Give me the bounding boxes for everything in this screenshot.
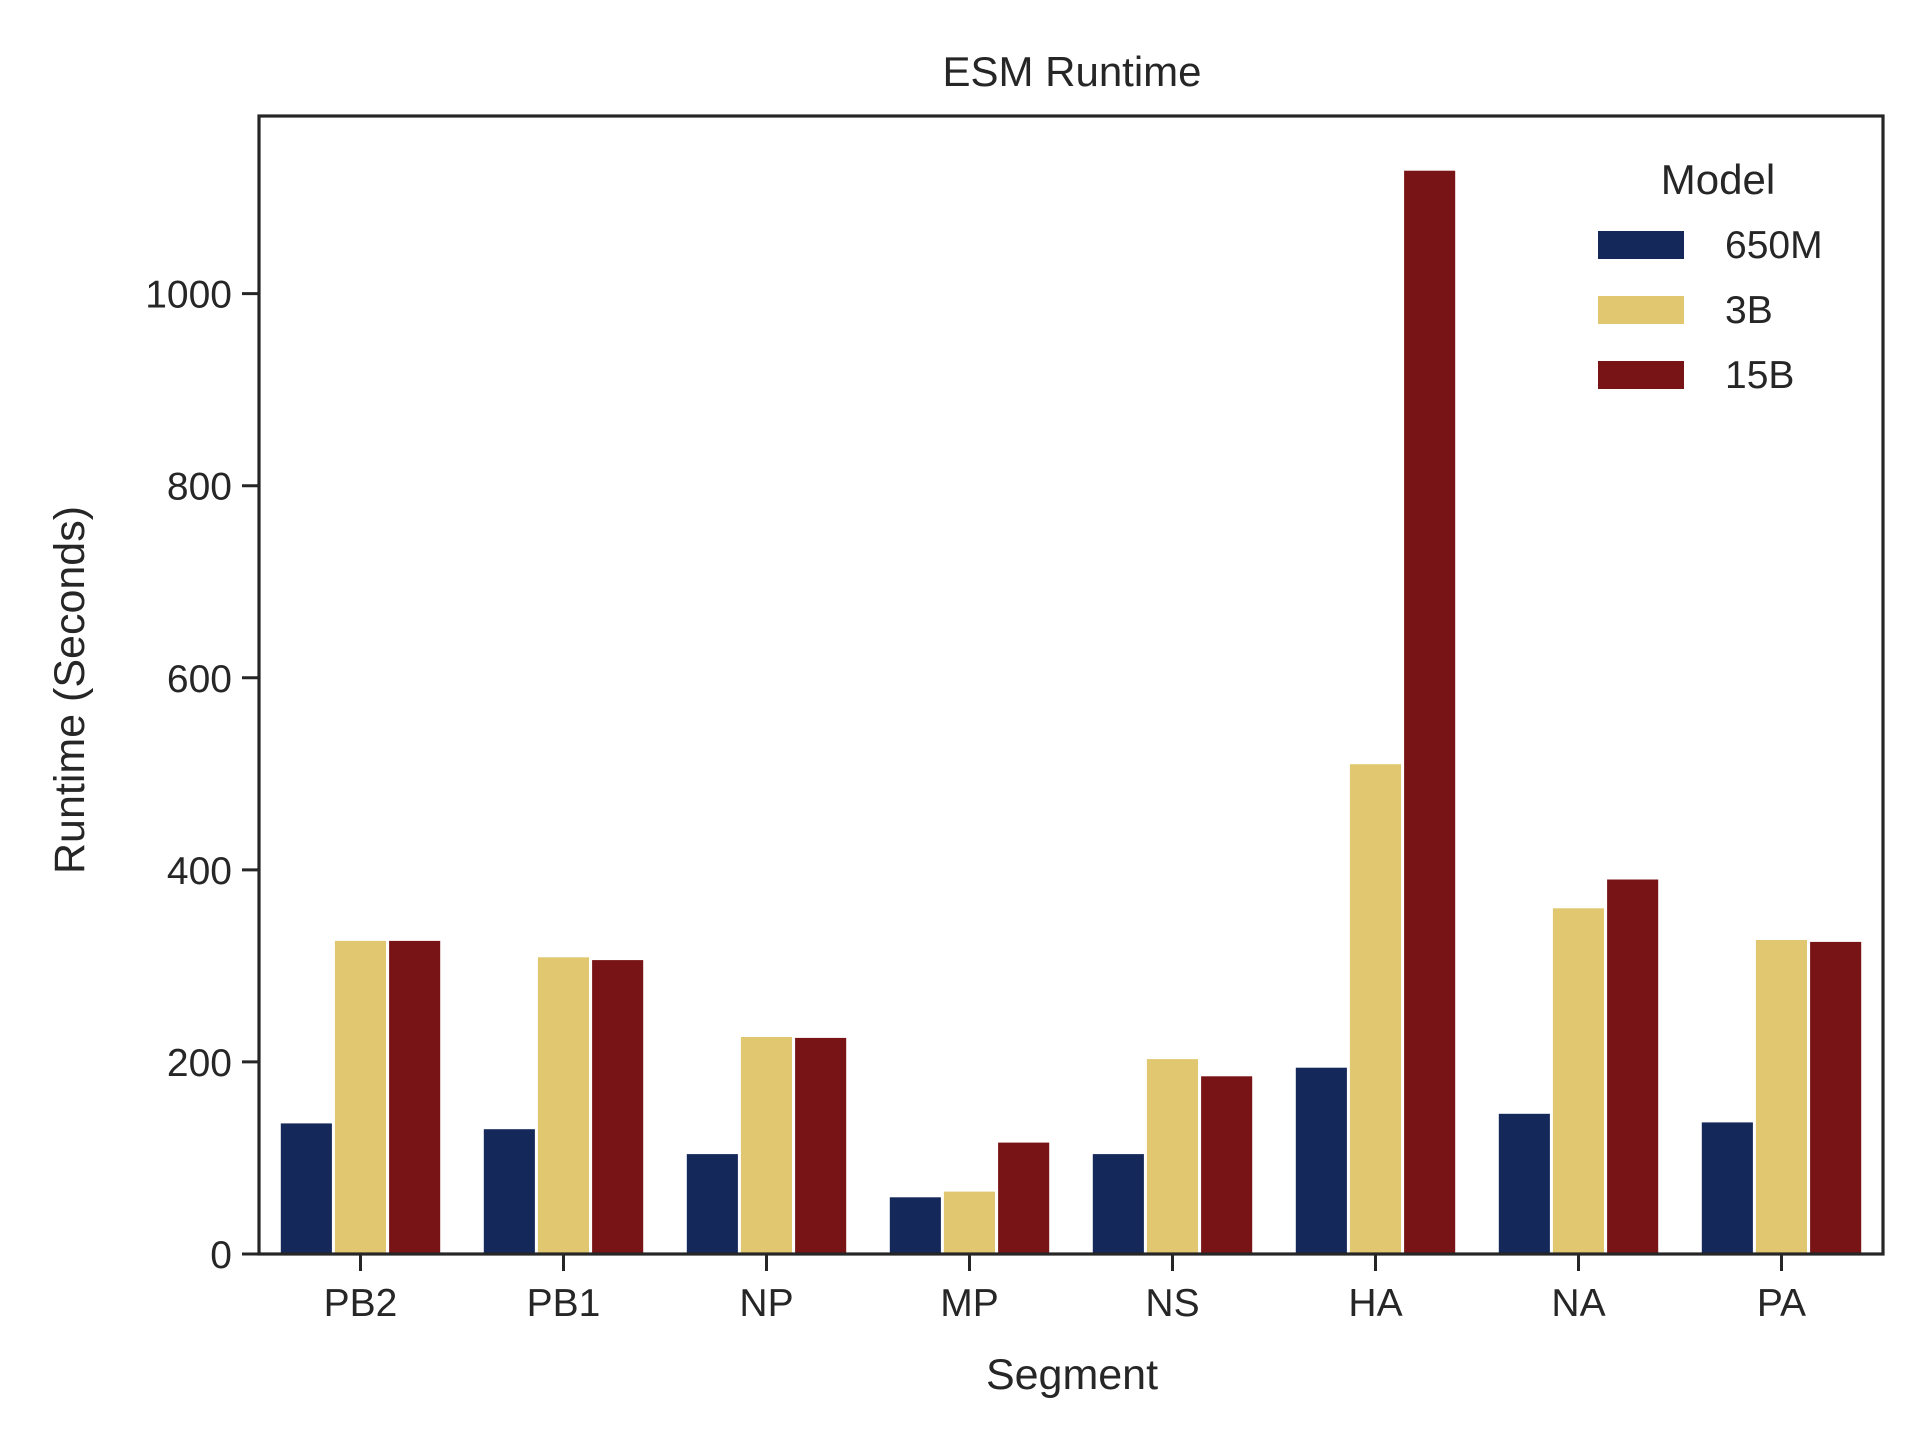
legend-swatch-3B: [1598, 296, 1684, 324]
legend-label-3B: 3B: [1725, 289, 1773, 332]
axes-frame: [257, 114, 1885, 1256]
bar-3B-PB2: [334, 940, 386, 1254]
bar-650M-PA: [1701, 1122, 1753, 1254]
bar-15B-NP: [795, 1037, 847, 1254]
x-tick-label: HA: [1348, 1282, 1402, 1325]
legend-swatch-650M: [1598, 231, 1684, 259]
legend-label-15B: 15B: [1725, 354, 1794, 397]
bar-15B-PA: [1810, 941, 1862, 1254]
bar-3B-HA: [1349, 764, 1401, 1254]
bar-650M-NA: [1498, 1113, 1550, 1254]
x-tick-label: MP: [940, 1282, 999, 1325]
bar-3B-PB1: [537, 957, 589, 1254]
legend-title: Model: [1661, 156, 1775, 203]
bar-15B-NS: [1201, 1076, 1253, 1254]
chart-title: ESM Runtime: [942, 48, 1201, 95]
bar-15B-HA: [1404, 170, 1456, 1255]
x-tick-label: NS: [1145, 1282, 1199, 1325]
bar-650M-MP: [889, 1197, 941, 1254]
bar-15B-PB2: [389, 940, 441, 1254]
x-tick-label: PB2: [324, 1282, 398, 1325]
x-tick-label: PA: [1757, 1282, 1806, 1325]
y-tick-label: 0: [210, 1234, 232, 1277]
y-tick-label: 600: [167, 658, 232, 701]
bar-3B-NA: [1552, 908, 1604, 1254]
bar-650M-NP: [686, 1154, 738, 1254]
x-tick-label: NP: [739, 1282, 793, 1325]
plot-area: 0 200 400 600 800 1000 PB2 PB1 NP MP NS HA NA PA: [145, 114, 1885, 1325]
legend: Model 650M 3B 15B: [1598, 156, 1823, 397]
y-axis-label: Runtime (Seconds): [46, 506, 94, 874]
bar-3B-PA: [1755, 940, 1807, 1254]
x-axis-label: Segment: [986, 1351, 1158, 1399]
bar-15B-MP: [998, 1142, 1050, 1254]
bar-15B-PB1: [592, 960, 644, 1254]
y-tick-label: 800: [167, 466, 232, 509]
y-tick-label: 200: [167, 1042, 232, 1085]
bar-650M-HA: [1295, 1067, 1347, 1254]
y-tick-label: 400: [167, 850, 232, 893]
bar-650M-PB2: [280, 1123, 332, 1254]
legend-label-650M: 650M: [1725, 224, 1823, 267]
legend-swatch-15B: [1598, 361, 1684, 389]
bar-650M-PB1: [483, 1129, 535, 1254]
bar-3B-NP: [740, 1037, 792, 1254]
bar-3B-MP: [943, 1191, 995, 1254]
x-tick-label: PB1: [527, 1282, 601, 1325]
bar-3B-NS: [1146, 1059, 1198, 1254]
bar-15B-NA: [1607, 879, 1659, 1254]
y-tick-label: 1000: [145, 274, 232, 317]
x-tick-label: NA: [1551, 1282, 1605, 1325]
bar-650M-NS: [1092, 1154, 1144, 1254]
